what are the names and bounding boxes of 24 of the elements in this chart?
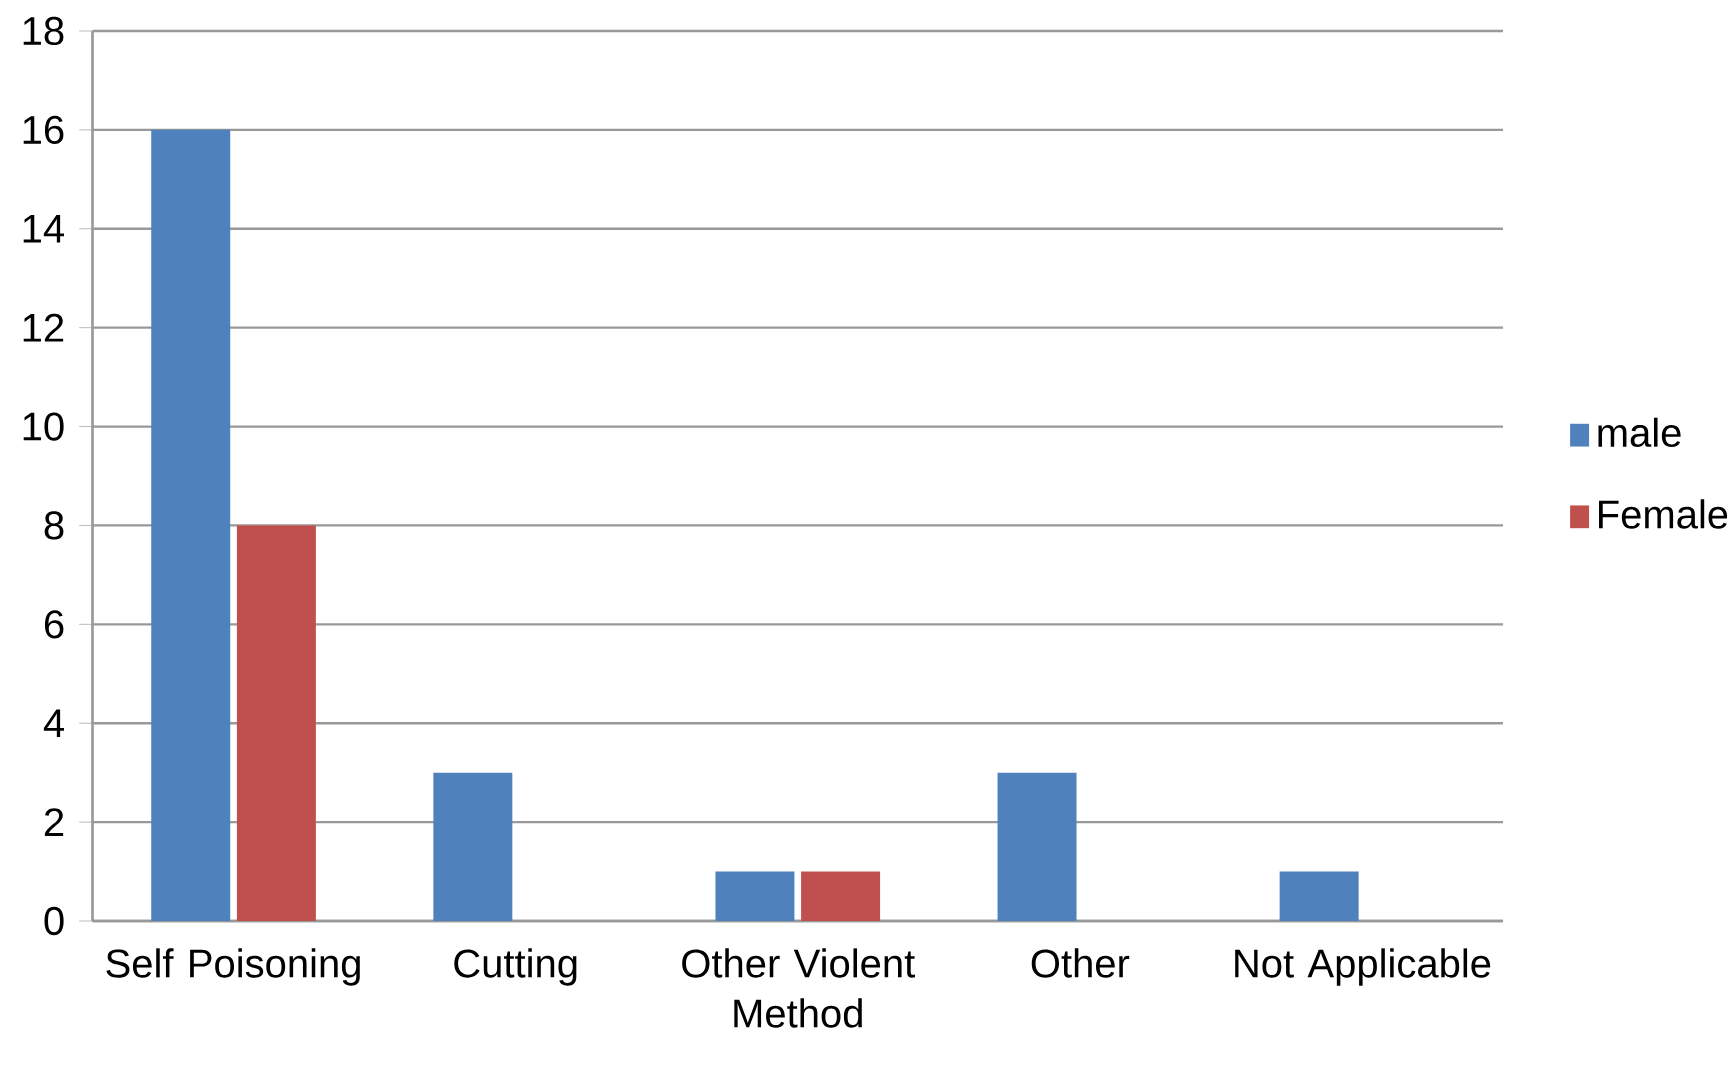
x-tick-label: Not Applicable — [1235, 948, 1491, 986]
bar — [715, 871, 795, 921]
y-tick-label: 10 — [23, 412, 64, 441]
x-tick-label: Self Poisoning — [106, 948, 360, 986]
y-tick-label: 2 — [44, 808, 64, 837]
bar — [151, 129, 231, 921]
x-tick-label: Other Violent Method — [682, 948, 915, 1028]
legend-label: Female — [1599, 499, 1727, 529]
y-tick-label: 16 — [23, 115, 64, 145]
x-tick-label: Other — [1031, 948, 1130, 978]
y-tick-label: 6 — [44, 610, 64, 639]
bar — [1279, 871, 1359, 921]
bar — [801, 871, 881, 921]
bar — [236, 525, 316, 921]
y-tick-label: 8 — [44, 511, 64, 540]
y-tick-label: 12 — [23, 313, 64, 342]
x-tick-label: Cutting — [454, 948, 577, 986]
y-tick-label: 18 — [23, 16, 64, 46]
y-tick-label: 0 — [44, 906, 64, 936]
y-tick-label: 4 — [43, 709, 64, 737]
y-tick-label: 14 — [23, 215, 64, 243]
bar — [997, 772, 1077, 921]
bar — [433, 772, 513, 921]
legend-label: male — [1598, 417, 1681, 448]
